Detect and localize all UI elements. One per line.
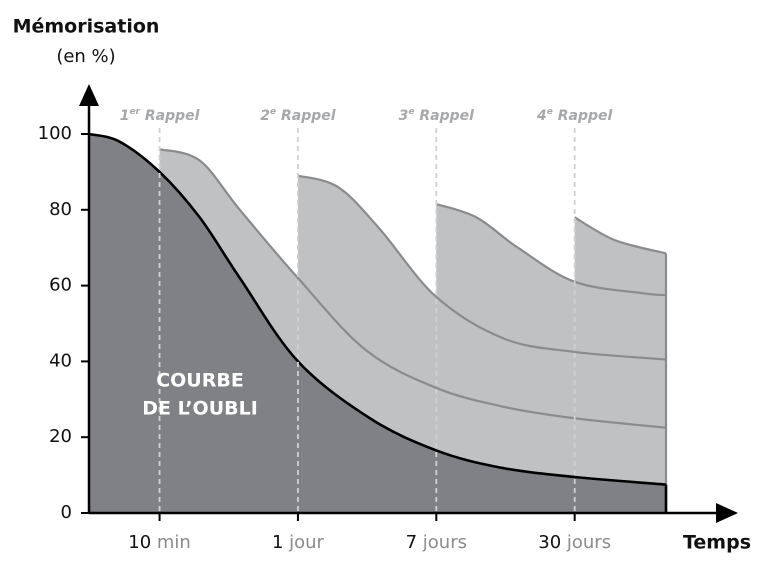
reminder-label-sup: e — [270, 107, 276, 117]
x-tick-number: 1 — [272, 532, 283, 553]
y-tick-label: 20 — [49, 426, 72, 447]
reminder-label-sup: e — [408, 107, 414, 117]
y-tick-label: 100 — [38, 123, 72, 144]
reminder-label: 3e Rappel — [399, 107, 474, 125]
x-tick-unit: jours — [561, 532, 611, 553]
reminder-label: 1er Rappel — [120, 107, 200, 125]
reminder-label-sup: er — [129, 107, 140, 117]
x-tick-number: 7 — [406, 532, 417, 553]
y-tick-label: 60 — [49, 275, 72, 296]
x-tick-label: 1 jour — [272, 532, 325, 553]
y-axis-arrow — [79, 84, 99, 106]
reminder-label-part: 3 — [399, 108, 409, 124]
reminder-curve — [574, 216, 667, 255]
reminder-label: 4e Rappel — [536, 107, 612, 125]
annotation: DE L’OUBLI — [142, 398, 258, 420]
y-axis-unit: (en %) — [56, 46, 115, 67]
reminder-label-sup: e — [547, 107, 553, 117]
x-tick-label: 7 jours — [406, 532, 467, 553]
forgetting-area — [89, 134, 666, 513]
reminder-label-part: Rappel — [276, 108, 336, 124]
reminder-label: 2e Rappel — [260, 107, 335, 125]
y-tick-label: 0 — [61, 502, 72, 523]
x-tick-unit: min — [151, 532, 191, 553]
x-tick-label: 30 jours — [538, 532, 611, 553]
reminder-label-part: 1 — [120, 108, 130, 124]
y-tick-label: 40 — [49, 350, 72, 371]
reminder-label-part: Rappel — [415, 108, 475, 124]
reminder-label-part: Rappel — [553, 108, 613, 124]
reminder-label-part: 4 — [536, 108, 547, 124]
reminder-label-part: Rappel — [140, 108, 200, 124]
x-tick-unit: jours — [417, 532, 467, 553]
annotation: COURBE — [156, 370, 244, 392]
x-tick-unit: jour — [283, 532, 324, 553]
x-tick-number: 30 — [538, 532, 561, 553]
reminder-curve — [435, 203, 667, 297]
y-tick-label: 80 — [49, 199, 72, 220]
x-axis-title: Temps — [683, 532, 751, 554]
x-tick-number: 10 — [128, 532, 151, 553]
y-axis-title: Mémorisation — [13, 16, 160, 38]
forgetting-curve — [88, 132, 667, 486]
reminder-curve — [159, 148, 667, 429]
x-axis-arrow — [716, 503, 738, 523]
x-tick-label: 10 min — [128, 532, 191, 553]
reminder-curve — [297, 174, 667, 361]
reminder-label-part: 2 — [260, 108, 270, 124]
reminder-area — [574, 217, 666, 513]
